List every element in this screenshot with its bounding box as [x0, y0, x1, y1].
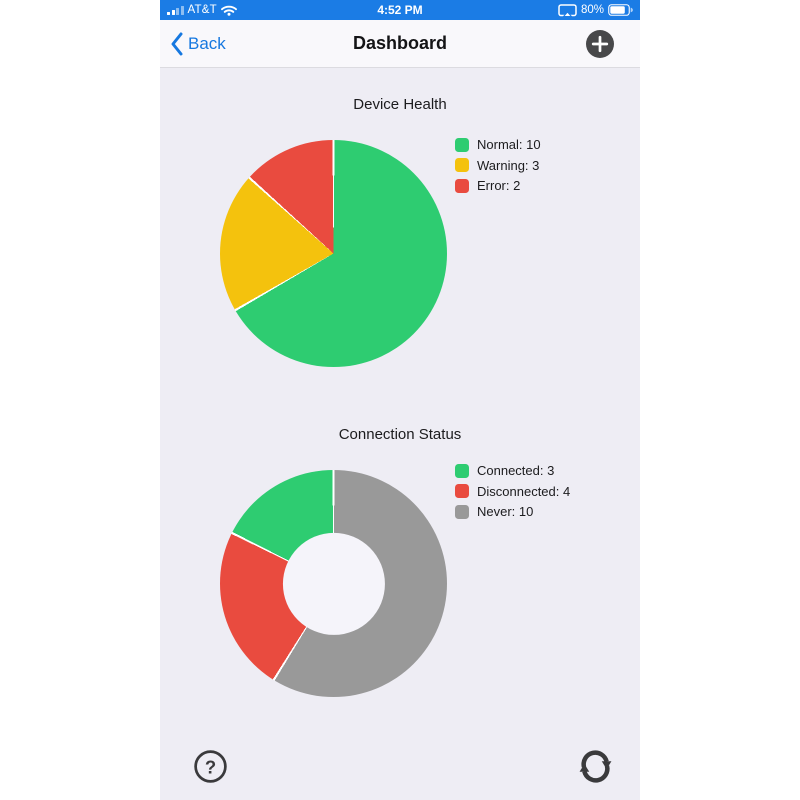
- legend-label: Error: 2: [477, 178, 521, 193]
- legend-item-warning: Warning: 3: [455, 158, 541, 173]
- battery-icon: [608, 4, 633, 16]
- svg-text:?: ?: [205, 756, 216, 777]
- connection-status-donut-chart: [220, 470, 447, 697]
- back-button[interactable]: Back: [166, 20, 230, 67]
- connection-status-legend: Connected: 3 Disconnected: 4 Never: 10: [455, 463, 570, 525]
- legend-label: Warning: 3: [477, 157, 540, 173]
- plus-icon: [585, 30, 615, 63]
- page-title: Dashboard: [352, 33, 448, 53]
- legend-item-normal: Normal: 10: [455, 137, 541, 152]
- device-health-pie-chart: [220, 140, 447, 367]
- battery-percent-label: 80%: [580, 4, 604, 16]
- legend-item-disconnected: Disconnected: 4: [455, 484, 570, 499]
- screen-mirroring-icon: [558, 3, 577, 17]
- legend-label: Disconnected: 4: [477, 483, 571, 499]
- legend-label: Never: 10: [477, 504, 534, 519]
- legend-swatch: [455, 178, 469, 193]
- legend-item-connected: Connected: 3: [455, 463, 570, 478]
- legend-label: Connected: 3: [477, 463, 555, 478]
- connection-status-title: Connection Status: [338, 426, 462, 443]
- navigation-bar: Back Dashboard: [160, 20, 640, 68]
- phone-screen: AT&T 4:52 PM 80%: [160, 0, 640, 800]
- legend-swatch: [455, 484, 469, 498]
- carrier-label: AT&T: [187, 4, 217, 16]
- donut-hole: [282, 532, 385, 635]
- device-health-legend: Normal: 10 Warning: 3 Error: 2: [455, 137, 541, 199]
- legend-label: Normal: 10: [477, 137, 541, 152]
- help-button[interactable]: ?: [193, 749, 228, 784]
- cellular-signal-icon: [167, 5, 184, 15]
- question-mark-circle-icon: ?: [193, 750, 228, 788]
- status-bar-left: AT&T: [167, 4, 237, 16]
- legend-swatch: [455, 504, 469, 519]
- legend-swatch: [455, 158, 469, 172]
- legend-swatch: [455, 137, 469, 152]
- add-button[interactable]: [585, 29, 615, 59]
- clock-label: 4:52 PM: [377, 3, 423, 17]
- legend-swatch: [455, 463, 469, 478]
- legend-item-never: Never: 10: [455, 504, 570, 519]
- chevron-left-icon: [170, 32, 183, 56]
- refresh-sync-icon: [577, 750, 614, 789]
- status-bar-right: 80%: [558, 3, 633, 17]
- legend-item-error: Error: 2: [455, 178, 541, 193]
- wifi-icon: [220, 5, 237, 16]
- status-bar: AT&T 4:52 PM 80%: [160, 0, 640, 20]
- refresh-button[interactable]: [577, 748, 614, 785]
- device-health-title: Device Health: [353, 96, 447, 113]
- back-label: Back: [188, 33, 226, 53]
